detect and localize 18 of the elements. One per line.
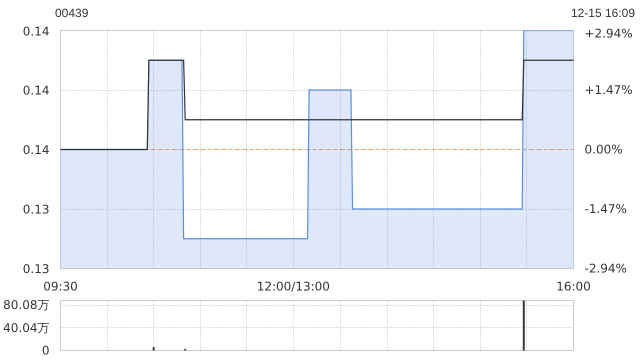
y-tick-label: 80.08万 (3, 298, 50, 312)
y2-tick-label: -2.94% (584, 262, 627, 276)
y-tick-label: 40.04万 (3, 320, 50, 335)
text: 12-15 16:09 (570, 5, 635, 22)
y-tick-label: 0 (42, 344, 50, 358)
y-tick-label: 0.14 (22, 24, 50, 38)
y2-tick-label: 0.00% (584, 142, 623, 156)
y-tick-label: 0.14 (22, 143, 50, 157)
y2-tick-label: -1.47% (584, 202, 627, 216)
x-tick-label: 16:00 (556, 280, 591, 294)
y-tick-label: 0.13 (22, 202, 50, 216)
y2-tick-label: +2.94% (584, 26, 633, 40)
y2-tick-label: +1.47% (584, 83, 633, 97)
y-tick-label: 0.14 (22, 84, 50, 98)
y-tick-label: 0.13 (22, 262, 50, 276)
x-tick-label: 09:30 (43, 280, 78, 294)
x-tick-label: 12:00/13:00 (256, 280, 330, 294)
chart-title: 00439 (55, 5, 88, 22)
